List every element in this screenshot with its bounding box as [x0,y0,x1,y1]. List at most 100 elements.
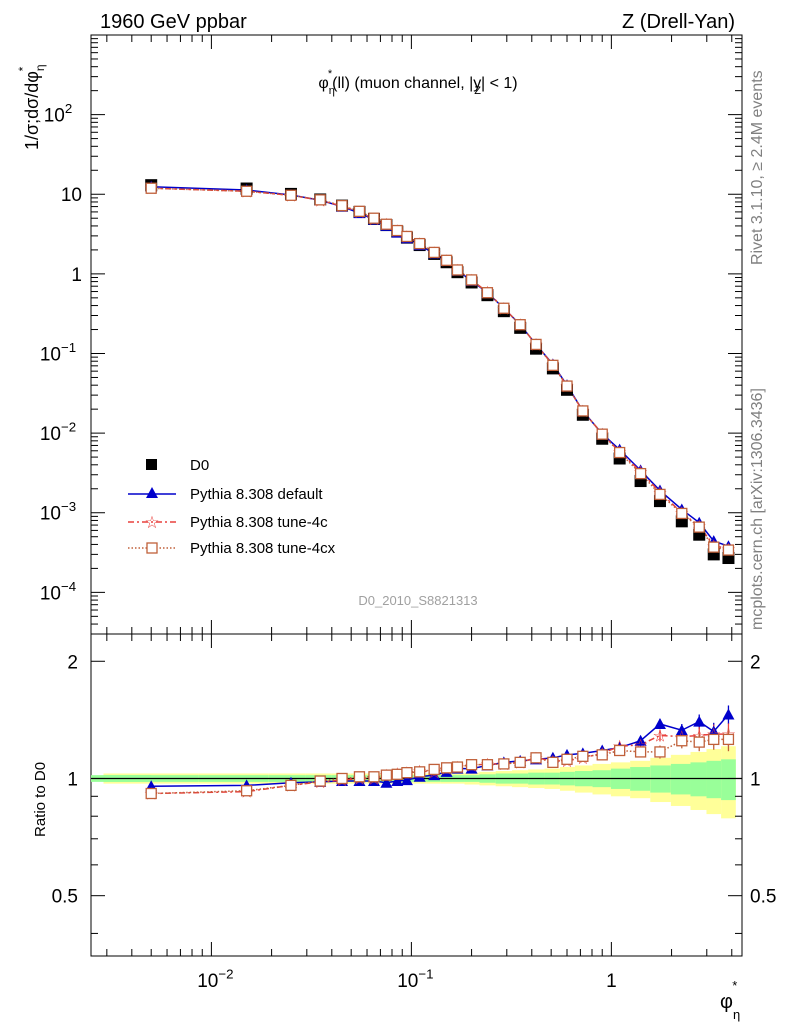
legend: D0 Pythia 8.308 default ☆ Pythia 8.308 t… [128,457,336,557]
data-point [314,194,326,206]
data-point [693,521,705,533]
ratio-point [498,758,510,770]
ratio-point [654,746,666,758]
ratio-point [530,752,542,764]
ratio-ylabel: Ratio to D0 [32,762,49,837]
ratio-point [314,775,326,787]
data-point [465,274,478,286]
ratio-point [722,733,735,746]
plot-title: φη*(ll) (muon channel, |yZ| < 1) [318,68,517,97]
ratio-point [708,733,720,746]
ratio-y-ticklabel-right: 2 [750,652,761,673]
ratio-point [722,708,735,720]
ratio-point [634,734,647,746]
data-point [613,446,626,459]
main-series: ☆☆☆☆☆☆☆☆☆☆☆☆☆☆☆☆☆☆☆☆☆☆☆☆☆☆☆☆☆☆ [144,179,736,565]
ratio-point [440,762,453,774]
ratio-point [693,736,705,748]
ratio-point [428,763,440,776]
band-green-bin [670,763,691,795]
ratio-point [414,766,426,778]
ratio-point [336,772,348,785]
ratio-point [353,771,366,783]
ratio-point [481,759,494,771]
legend-entry-tune4cx: Pythia 8.308 tune-4cx [128,540,336,557]
band-green-bin [721,759,736,801]
ratio-point [400,774,413,786]
ratio-point [675,724,688,736]
ratio-point [451,761,464,773]
ratio-y-ticklabel: 2 [67,652,78,673]
ratio-point [240,785,253,797]
band-green-bin [690,762,707,797]
legend-entry-default: Pythia 8.308 default [128,486,323,503]
ratio-plot-frame [90,633,743,957]
data-point [440,254,453,266]
ratio-point [596,749,608,761]
data-point [285,189,297,201]
data-point [547,359,559,371]
data-point [391,224,403,237]
data-point [530,338,542,351]
ratio-point [391,775,404,787]
xlabel: φη* [720,978,740,1022]
ratio-point [380,769,393,781]
data-point [380,218,393,230]
analysis-watermark: D0_2010_S8821313 [358,593,477,608]
data-point [722,544,735,556]
header-left: 1960 GeV ppbar [100,11,247,33]
ratio-point [514,756,526,769]
main-y-ticklabel: 10−1 [40,340,76,366]
data-point [428,246,440,259]
mcplots-label: mcplots.cern.ch [arXiv:1306.3436] [749,388,766,630]
data-point [654,488,666,501]
legend-marker-d0 [146,459,157,470]
ratio-y-ticklabel: 1 [67,769,78,790]
data-point [708,541,720,553]
ratio-point [380,776,393,788]
ratio-point [693,715,706,727]
legend-label-default: Pythia 8.308 default [190,486,323,503]
data-point [145,182,157,194]
ratio-point [391,768,403,780]
ratio-line [151,738,729,795]
legend-label-tune4c: Pythia 8.308 tune-4c [190,514,328,531]
main-y-ticklabel: 10 [61,185,82,206]
data-point [353,205,366,217]
legend-marker-tune4cx [146,542,158,554]
ratio-y-ticklabel-right: 0.5 [750,887,776,908]
data-point [414,237,426,250]
rivet-label: Rivet 3.1.10, ≥ 2.4M events [749,70,766,265]
legend-label-d0: D0 [190,457,209,474]
data-point [577,405,589,417]
ratio-point [285,779,297,792]
ratio-point [676,735,688,747]
ratio-point [401,767,413,779]
ratio-series: ☆☆☆☆☆☆☆☆☆☆☆☆☆☆☆☆☆☆☆☆☆☆☆☆☆☆☆☆☆☆ [144,705,736,804]
legend-marker-tune4c: ☆ [144,513,159,533]
data-point [498,302,510,314]
ratio-point [368,771,380,783]
data-point [451,264,464,276]
ratio-point [653,718,666,730]
ratio-point [547,756,559,769]
data-point [514,319,526,331]
legend-entry-d0: D0 [146,457,209,474]
data-point [596,428,608,440]
data-point [676,507,688,520]
axis-ticks [91,34,742,956]
legend-entry-tune4c: ☆ Pythia 8.308 tune-4c [128,513,328,533]
data-point [481,287,494,299]
ratio-y-ticklabel: 0.5 [52,887,78,908]
data-point [634,467,647,480]
x-ticklabel: 10−1 [397,966,433,992]
x-ticklabel: 1 [606,971,617,992]
main-ylabel: 1/σ;dσ/dφη* [16,64,47,150]
legend-marker-default [146,487,158,498]
ratio-point [561,753,573,765]
ratio-point [577,750,589,762]
data-point [561,380,573,392]
ratio-point [634,746,647,758]
ratio-point: ☆ [652,726,667,746]
ratio-point [465,759,478,771]
